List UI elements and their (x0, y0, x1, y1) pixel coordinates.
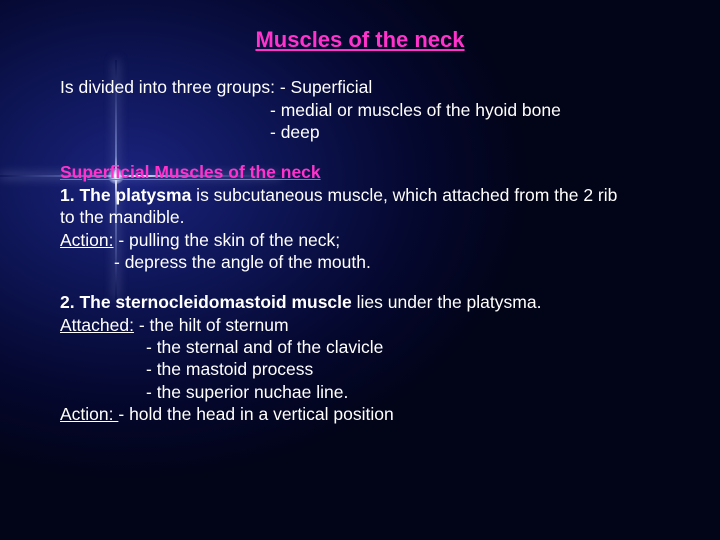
attached-1: - the hilt of sternum (134, 315, 289, 335)
action-text-1: - pulling the skin of the neck; (114, 230, 341, 250)
scm-attached-4: - the superior nuchae line. (60, 381, 660, 403)
platysma-line-1: 1. The platysma is subcutaneous muscle, … (60, 184, 660, 206)
action-label-2: Action: (60, 404, 118, 424)
section-1-heading: Superficial Muscles of the neck (60, 161, 660, 183)
scm-attached-3: - the mastoid process (60, 358, 660, 380)
intro-line-1: Is divided into three groups: - Superfic… (60, 76, 660, 98)
intro-block: Is divided into three groups: - Superfic… (60, 76, 660, 143)
platysma-rest: is subcutaneous muscle, which attached f… (191, 185, 617, 205)
scm-action: Action: - hold the head in a vertical po… (60, 403, 660, 425)
platysma-line-2: to the mandible. (60, 206, 660, 228)
platysma-action-1: Action: - pulling the skin of the neck; (60, 229, 660, 251)
attached-label: Attached: (60, 315, 134, 335)
scm-attached-1: Attached: - the hilt of sternum (60, 314, 660, 336)
platysma-action-2: - depress the angle of the mouth. (60, 251, 660, 273)
slide-title: Muscles of the neck (60, 26, 660, 54)
section-1: Superficial Muscles of the neck 1. The p… (60, 161, 660, 273)
intro-line-2: - medial or muscles of the hyoid bone (60, 99, 660, 121)
scm-line-1: 2. The sternocleidomastoid muscle lies u… (60, 291, 660, 313)
scm-attached-2: - the sternal and of the clavicle (60, 336, 660, 358)
action-label: Action: (60, 230, 114, 250)
platysma-lead: 1. The platysma (60, 185, 191, 205)
intro-line-3: - deep (60, 121, 660, 143)
section-2: 2. The sternocleidomastoid muscle lies u… (60, 291, 660, 425)
scm-lead: 2. The sternocleidomastoid muscle (60, 292, 352, 312)
scm-rest: lies under the platysma. (352, 292, 542, 312)
scm-action-text: - hold the head in a vertical position (118, 404, 393, 424)
slide-content: Muscles of the neck Is divided into thre… (0, 0, 720, 426)
